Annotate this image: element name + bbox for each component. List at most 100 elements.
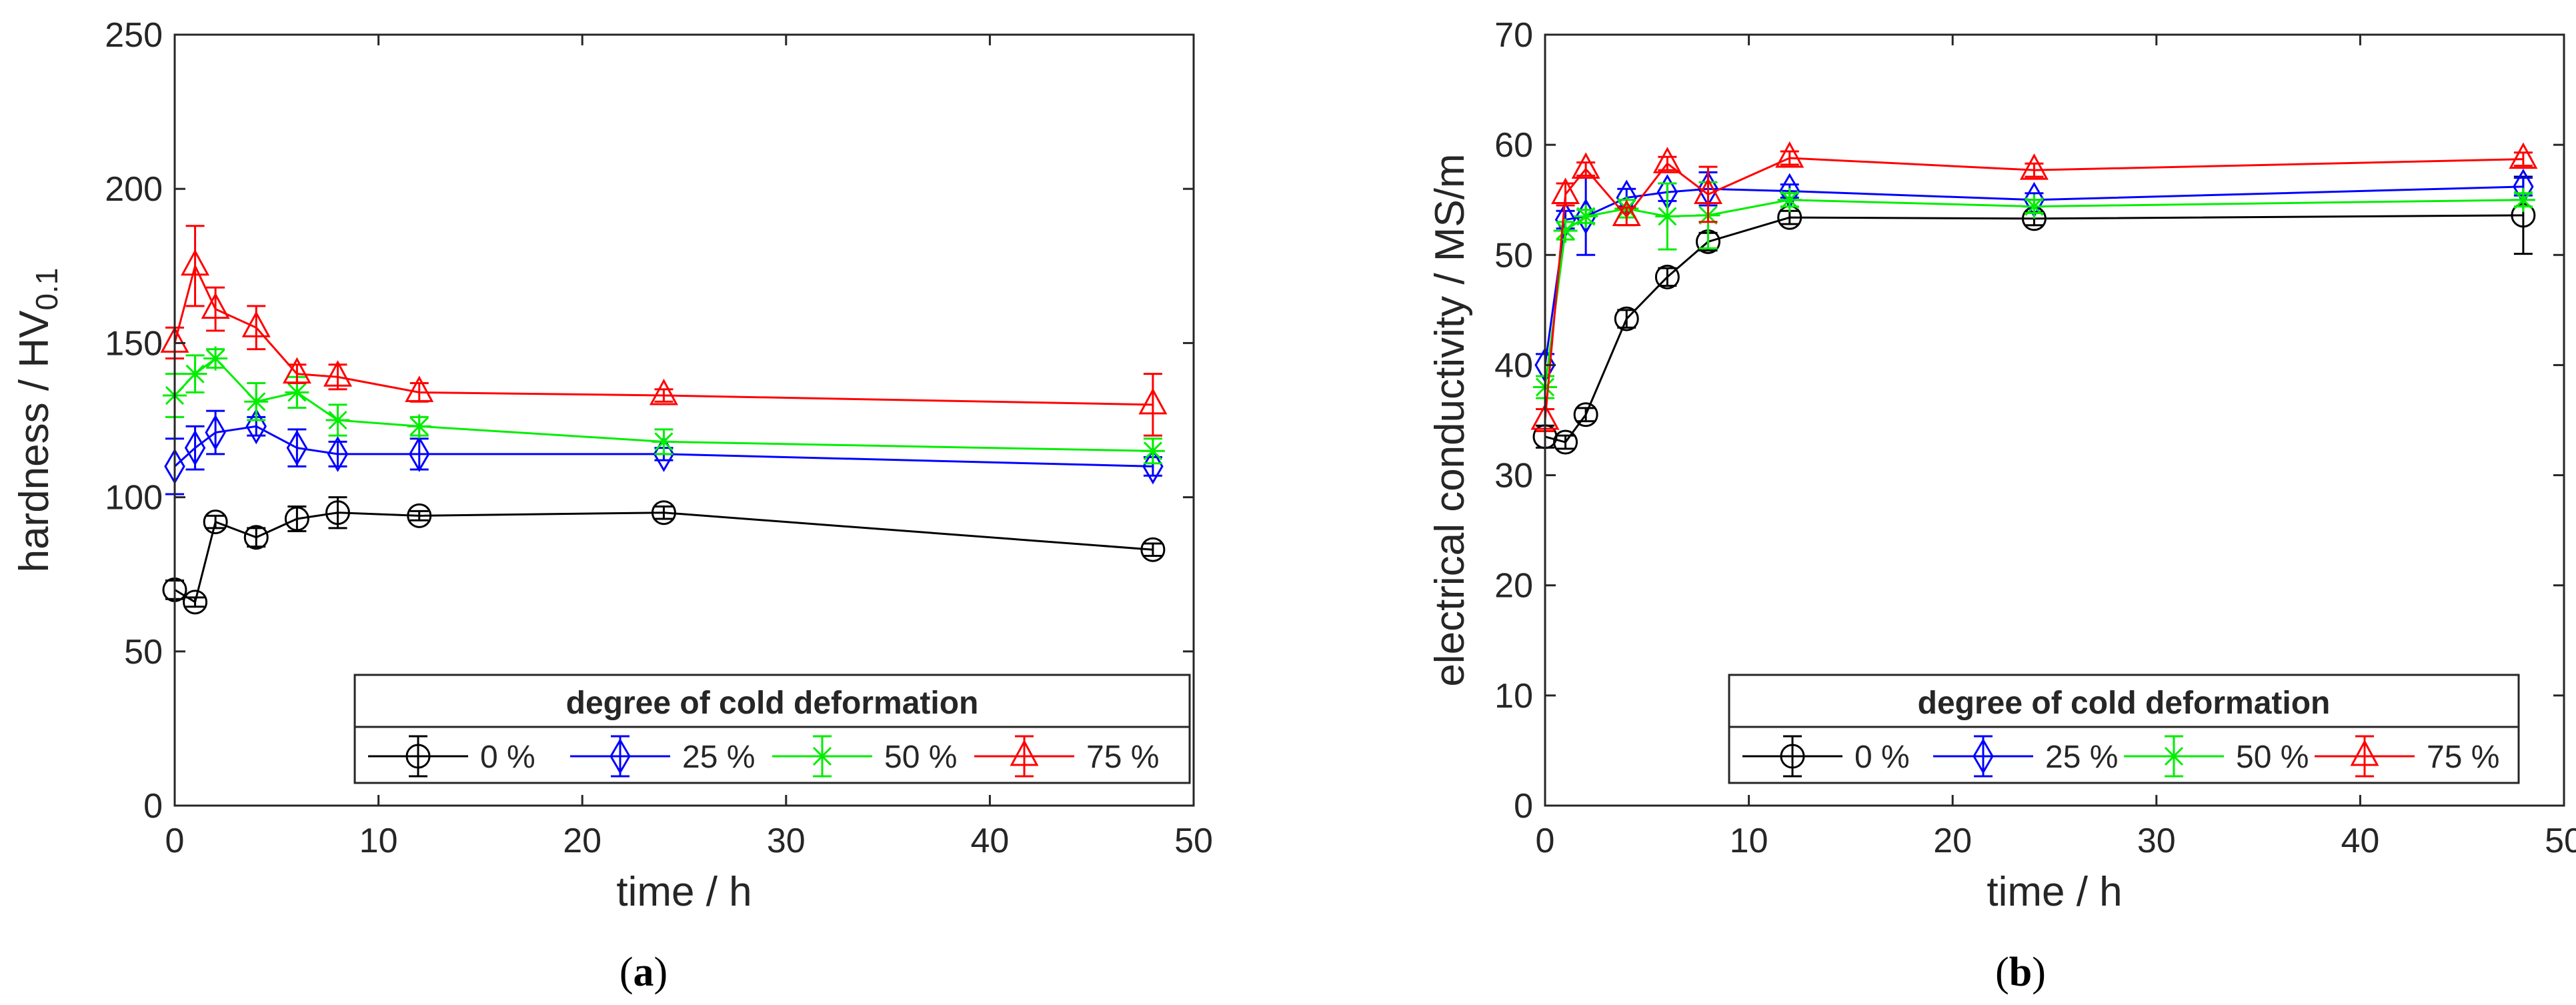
legend-label-1-1: 25 % [2045,740,2118,775]
legend-marker-1-1 [1973,738,1994,774]
series-0-0 [162,496,1166,615]
data-point-1-2-8 [2511,187,2535,212]
error-bar-1-3-4 [1658,155,1677,171]
y-axis-label-a-main: hardness / HV [11,310,57,573]
legend-label-0-0: 0 % [480,740,535,775]
data-point-0-2-6 [407,414,431,439]
legend-marker-1-3 [2350,739,2379,766]
y-tick-label-1-4: 40 [1494,346,1533,385]
x-axis-label-a: time / h [616,869,752,915]
legend-label-1-0: 0 % [1854,740,1910,775]
data-point-0-3-1 [181,249,210,276]
data-point-0-1-6 [408,435,430,472]
plot-area-frame-a [173,33,1195,807]
data-point-1-0-2 [1573,402,1598,427]
series-1-0 [1532,175,2536,455]
data-point-1-2-2 [1574,204,1598,229]
data-point-1-2-4 [1655,204,1680,229]
x-tick-label-1-3: 30 [2137,822,2176,860]
data-point-0-2-4 [285,380,309,405]
x-axis-label-b: time / h [1987,869,2122,915]
legend-entry-0-2: 50 % [772,735,957,778]
data-point-0-0-6 [407,503,432,528]
legend-entry-0-3: 75 % [974,735,1159,778]
legend-label-0-1: 25 % [682,740,755,775]
y-tick-label-0-1: 50 [124,633,163,672]
legend-label-1-2: 50 % [2236,740,2309,775]
data-point-0-0-8 [1140,537,1166,562]
series-1-2 [1533,181,2535,399]
error-bar-1-3-5 [1698,165,1718,223]
y-tick-label-0-5: 250 [105,16,163,55]
error-bar-0-0-5 [328,496,347,530]
x-tick-label-1-1: 10 [1730,822,1768,860]
data-point-0-0-4 [284,506,309,532]
x-tick-label-1-2: 20 [1933,822,1972,860]
panel-b-conductivity-chart: 0 10 20 30 40 50 0 10 20 30 40 50 60 70 time / h elec… [1427,16,2576,995]
panel-a-hardness-chart: 0 10 20 30 40 50 0 50 100 150 200 250 time / h hard… [11,16,1213,995]
data-point-0-2-8 [1140,439,1165,463]
y-tick-label-0-3: 150 [105,324,163,363]
caption-b-close: ) [2032,950,2046,995]
x-tick-label-1-5: 50 [2545,822,2576,860]
data-point-0-2-3 [244,389,269,414]
data-point-1-3-3 [1612,199,1641,226]
y-tick-label-1-7: 70 [1494,16,1533,55]
plot-area-frame-b [1544,33,2565,807]
data-point-1-2-6 [1777,187,1802,212]
y-axis-label-b-main: electrical conductivity / MS/m [1427,153,1473,686]
series-line-0-0 [174,512,1153,604]
data-point-0-1-2 [205,414,226,451]
data-point-1-3-8 [2509,142,2538,169]
y-tick-label-1-3: 30 [1494,457,1533,495]
error-bar-1-3-6 [1780,150,1799,166]
series-line-1-2 [1544,199,2523,387]
error-bar-0-0-1 [185,596,205,608]
y-tick-label-0-2: 100 [105,479,163,518]
caption-b: (b) [1995,950,2046,995]
data-point-1-0-1 [1553,429,1578,455]
legend-errorbar-1-0 [1783,735,1802,778]
data-point-0-1-8 [1142,448,1164,485]
data-point-0-3-8 [1138,387,1168,415]
error-bar-0-3-1 [185,225,205,307]
y-axis-label-b: electrical conductivity / MS/m [1427,153,1473,686]
x-tick-label-1-0: 0 [1536,822,1555,860]
error-bar-1-3-1 [1556,182,1575,207]
legend-entry-0-0: 0 % [368,735,535,778]
error-bar-0-0-8 [1143,542,1162,557]
data-point-0-0-3 [243,525,269,550]
legend-label-0-3: 75 % [1086,740,1159,775]
y-tick-label-1-0: 0 [1514,787,1533,826]
series-line-0-3 [173,263,1153,406]
error-bar-0-1-4 [287,428,307,467]
data-point-0-3-4 [282,357,311,384]
error-bar-0-3-8 [1143,373,1162,437]
y-axis-label-a-subscript: 0.1 [29,268,64,311]
legend-box-0 [353,674,1191,784]
data-point-1-2-7 [2022,194,2047,219]
y-tick-label-1-2: 20 [1494,567,1533,606]
x-tick-label-0-1: 10 [359,822,398,860]
legend-marker-0-3 [1010,739,1039,766]
legend-entry-0-1: 25 % [570,735,755,778]
legend-title-1: degree of cold deformation [1918,686,2331,721]
data-point-1-0-3 [1614,306,1639,331]
legend-box-1 [1728,674,2520,784]
data-point-1-3-4 [1652,147,1682,173]
error-bar-0-0-6 [409,510,429,522]
data-point-0-3-3 [241,311,271,337]
data-point-0-3-5 [323,360,353,387]
legend-errorbar-0-1 [611,735,629,778]
data-point-0-1-1 [184,429,206,466]
x-tick-label-0-0: 0 [165,822,185,860]
data-point-0-3-2 [201,292,230,319]
legend-marker-0-0 [405,744,431,769]
data-point-0-1-4 [286,429,308,466]
legend-a: degree of cold deformation 0 % 25 % 50 % 75 … [353,674,1191,784]
caption-b-letter: b [2009,950,2032,995]
caption-b-open: ( [1995,950,2009,995]
error-bar-0-0-7 [654,505,674,520]
